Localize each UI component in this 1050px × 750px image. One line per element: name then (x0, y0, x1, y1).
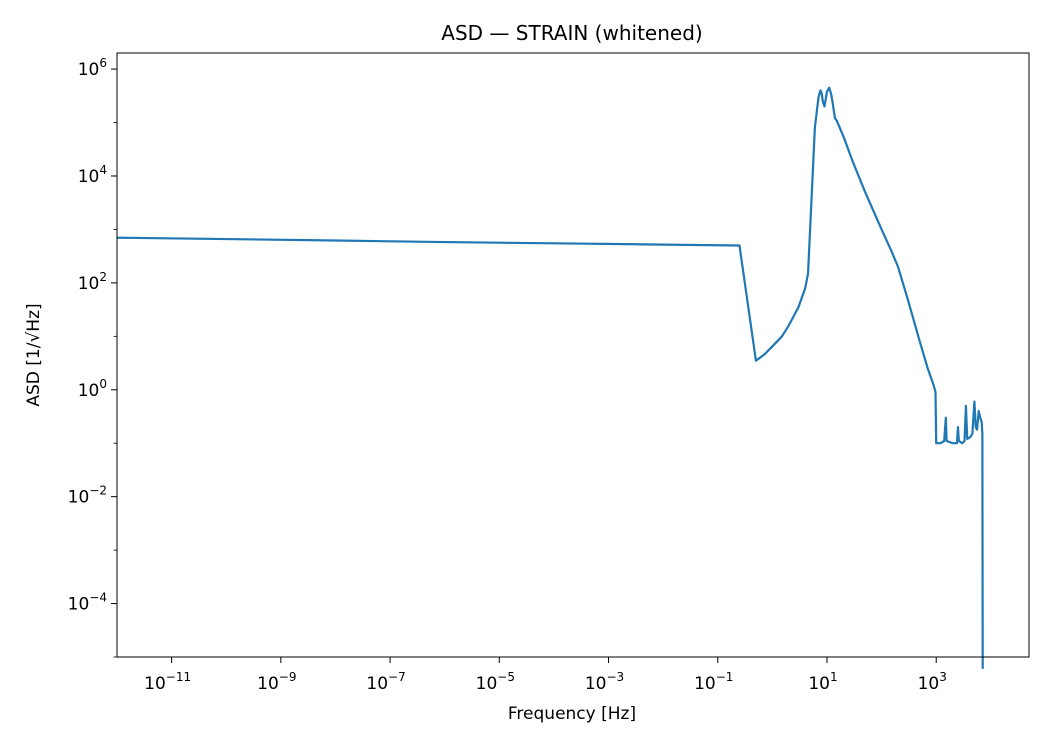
y-tick-label: 106 (78, 56, 107, 80)
chart-title: ASD — STRAIN (whitened) (441, 21, 702, 45)
y-tick-label: 100 (78, 377, 107, 401)
y-axis-label: ASD [1/√Hz] (24, 303, 44, 406)
x-tick-label: 10−11 (144, 670, 191, 694)
x-axis-label: Frequency [Hz] (508, 704, 636, 724)
x-tick-label: 10−3 (585, 670, 624, 694)
y-tick-label: 10−2 (68, 484, 107, 508)
series-line-0 (116, 86, 984, 669)
x-tick-label: 10−1 (694, 670, 733, 694)
x-tick-label: 101 (808, 670, 837, 694)
x-axis-ticks: 10−11 10−9 10−7 10−5 10−3 10−1 101 103 (144, 657, 947, 694)
y-axis-ticks: 10−4 10−2 100 102 104 106 (68, 56, 117, 658)
x-tick-label: 10−5 (476, 670, 515, 694)
plot-area (116, 52, 1030, 669)
x-tick-label: 10−9 (257, 670, 296, 694)
y-tick-label: 104 (78, 163, 107, 187)
x-tick-label: 103 (918, 670, 947, 694)
y-tick-label: 102 (78, 270, 107, 294)
x-tick-label: 10−7 (366, 670, 405, 694)
axes-frame (116, 52, 1030, 658)
y-tick-label: 10−4 (68, 591, 107, 615)
